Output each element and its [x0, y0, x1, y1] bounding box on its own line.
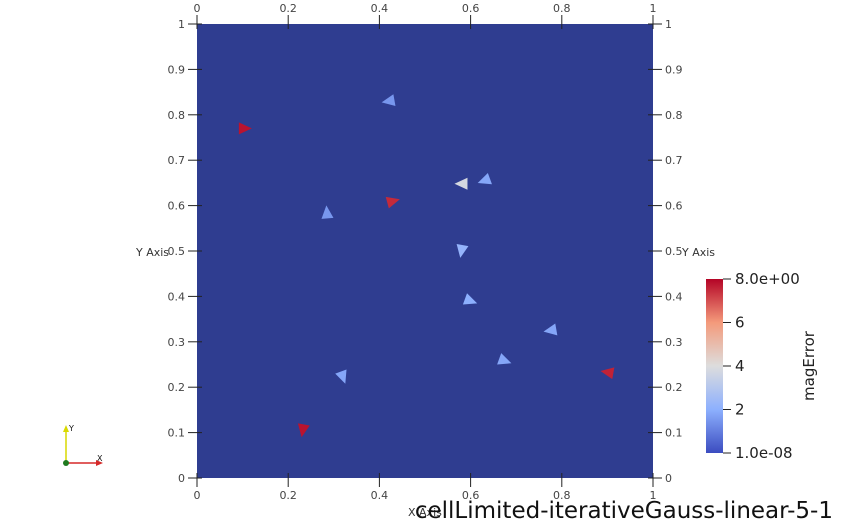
y-tick-label-right: 0.7 [665, 154, 683, 167]
x-tick-label-bottom: 0 [194, 489, 201, 502]
colorbar-tick-label: 4 [735, 357, 745, 375]
y-axis-title-right: Y Axis [681, 246, 715, 259]
y-axis-title-left: Y Axis [135, 246, 169, 259]
y-tick-label-right: 0.3 [665, 336, 683, 349]
x-tick-label-top: 0.2 [279, 2, 297, 15]
y-tick-label-right: 0 [665, 472, 672, 485]
orientation-axes: Y X [63, 424, 103, 466]
glyphs [238, 94, 615, 438]
orientation-x-label: X [97, 454, 103, 463]
x-tick-label-bottom: 0.8 [553, 489, 571, 502]
data-point [321, 205, 334, 219]
x-tick-label-bottom: 0.6 [462, 489, 480, 502]
y-tick-label-right: 0.8 [665, 109, 683, 122]
data-point [385, 196, 400, 209]
x-tick-label-top: 0 [194, 2, 201, 15]
y-tick-label-right: 0.5 [665, 245, 683, 258]
y-tick-label-right: 0.6 [665, 200, 683, 213]
y-tick-label-left: 0 [178, 472, 185, 485]
data-point [335, 369, 347, 384]
y-tick-label-left: 0.1 [168, 427, 186, 440]
colorbar-title: magError [800, 330, 818, 401]
figure-title: cellLimited-iterativeGauss-linear-5-1 [415, 498, 833, 524]
y-tick-label-right: 0.4 [665, 290, 683, 303]
y-tick-label-left: 0.6 [168, 200, 186, 213]
data-point [456, 244, 469, 258]
x-tick-label-top: 0.6 [462, 2, 480, 15]
y-tick-label-right: 1 [665, 18, 672, 31]
y-tick-label-left: 0.2 [168, 381, 186, 394]
axes: 0 00.1 0.10.2 0.20.3 0.30.4 0.40.5 0.50.6 0.60.… [168, 2, 683, 502]
data-point [600, 367, 615, 380]
y-tick-label-left: 1 [178, 18, 185, 31]
y-tick-label-left: 0.3 [168, 336, 186, 349]
data-point [238, 122, 252, 135]
y-tick-label-right: 0.2 [665, 381, 683, 394]
plot-area [197, 24, 653, 478]
y-tick-label-left: 0.9 [168, 63, 186, 76]
data-point [497, 353, 512, 365]
data-point [477, 172, 492, 185]
colorbar-tick-label: 8.0e+00 [735, 270, 800, 288]
y-tick-label-left: 0.4 [168, 290, 186, 303]
x-tick-label-top: 0.8 [553, 2, 571, 15]
x-axis-title: X Axis [408, 506, 442, 519]
data-point [454, 177, 468, 190]
x-tick-label-top: 0.4 [371, 2, 389, 15]
x-tick-label-bottom: 1 [650, 489, 657, 502]
colorbar-tick-label: 2 [735, 401, 745, 419]
orientation-y-arrow [63, 425, 69, 432]
x-tick-label-top: 1 [650, 2, 657, 15]
orientation-origin [63, 460, 69, 466]
colorbar-tick-label: 6 [735, 314, 745, 332]
x-tick-label-bottom: 0.2 [279, 489, 297, 502]
y-tick-label-left: 0.8 [168, 109, 186, 122]
y-tick-label-left: 0.5 [168, 245, 186, 258]
data-point [462, 293, 478, 305]
x-tick-label-bottom: 0.4 [371, 489, 389, 502]
colorbar-gradient [706, 279, 723, 453]
y-tick-label-right: 0.1 [665, 427, 683, 440]
data-point [381, 94, 396, 107]
orientation-x-arrow [96, 460, 103, 466]
y-tick-label-right: 0.9 [665, 63, 683, 76]
data-point [297, 423, 310, 438]
y-tick-label-left: 0.7 [168, 154, 186, 167]
colorbar: 8.0e+00 6 4 2 1.0e-08 magError [706, 270, 818, 462]
orientation-y-label: Y [68, 424, 74, 433]
colorbar-tick-label: 1.0e-08 [735, 444, 793, 462]
data-point [543, 323, 558, 336]
